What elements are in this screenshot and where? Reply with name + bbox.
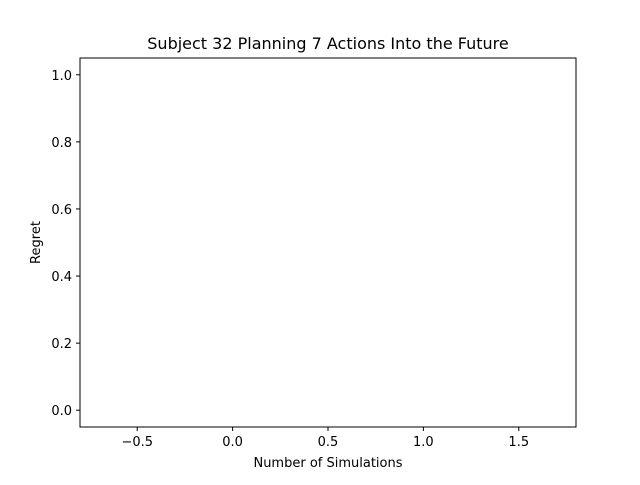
y-tick-label: 0.0 [51,404,72,419]
y-tick-label: 0.6 [51,203,72,218]
x-axis-ticks: −0.5 0.0 0.5 1.0 1.5 [121,427,529,450]
x-tick-label: 0.5 [318,435,339,450]
plot-frame [79,57,577,428]
y-tick-label: 0.2 [51,337,72,352]
x-tick-label: 0.0 [222,435,243,450]
x-tick-label: −0.5 [121,435,153,450]
y-tick-label: 0.4 [51,270,72,285]
x-tick-label: 1.0 [413,435,434,450]
x-axis-label: Number of Simulations [253,456,402,471]
y-tick-label: 0.8 [51,136,72,151]
y-tick-label: 1.0 [51,69,72,84]
chart-title: Subject 32 Planning 7 Actions Into the F… [147,34,508,53]
y-axis-ticks: 0.0 0.2 0.4 0.6 0.8 1.0 [51,69,80,419]
x-tick-label: 1.5 [508,435,529,450]
y-axis-label: Regret [29,221,44,264]
